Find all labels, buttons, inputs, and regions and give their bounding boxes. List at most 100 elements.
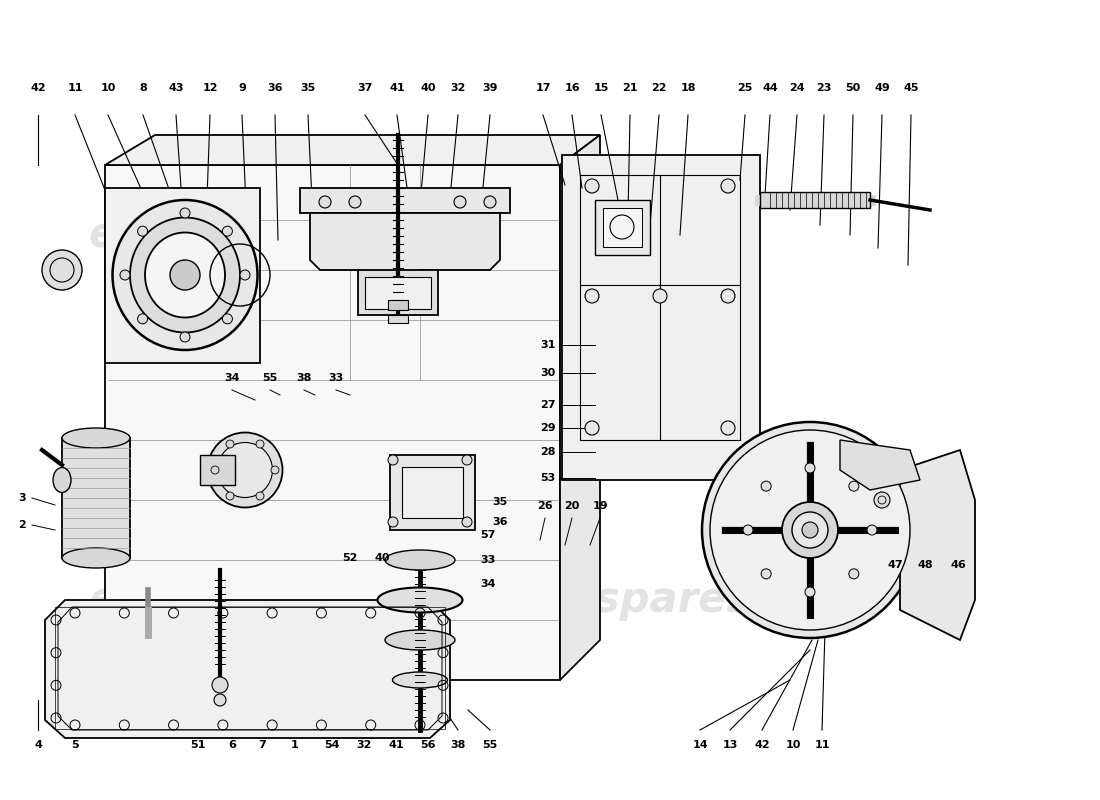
Text: 13: 13 — [723, 740, 738, 750]
Bar — [200, 455, 235, 485]
Text: 36: 36 — [493, 517, 508, 527]
Ellipse shape — [377, 587, 462, 613]
Text: 36: 36 — [267, 83, 283, 93]
Circle shape — [42, 250, 82, 290]
Circle shape — [226, 492, 234, 500]
Text: 42: 42 — [755, 740, 770, 750]
Circle shape — [222, 226, 232, 236]
Circle shape — [849, 481, 859, 491]
Circle shape — [720, 289, 735, 303]
Circle shape — [388, 517, 398, 527]
Text: 7: 7 — [258, 740, 266, 750]
Text: 35: 35 — [493, 497, 507, 507]
Text: 30: 30 — [540, 368, 556, 378]
Text: 46: 46 — [950, 560, 966, 570]
Circle shape — [212, 677, 228, 693]
Text: 51: 51 — [190, 740, 206, 750]
Bar — [365, 277, 431, 309]
Text: 28: 28 — [540, 447, 556, 457]
Circle shape — [710, 430, 910, 630]
Text: 37: 37 — [358, 83, 373, 93]
Text: 34: 34 — [481, 579, 496, 589]
Circle shape — [792, 512, 828, 548]
Ellipse shape — [393, 672, 448, 688]
Text: 38: 38 — [296, 373, 311, 383]
Circle shape — [805, 463, 815, 473]
Text: 33: 33 — [481, 555, 496, 565]
Text: 43: 43 — [168, 83, 184, 93]
Circle shape — [805, 587, 815, 597]
Text: 3: 3 — [19, 493, 25, 503]
Text: 15: 15 — [593, 83, 608, 93]
Ellipse shape — [385, 550, 455, 570]
Circle shape — [462, 517, 472, 527]
Circle shape — [720, 421, 735, 435]
Polygon shape — [840, 440, 920, 490]
Text: 35: 35 — [300, 83, 316, 93]
Text: 6: 6 — [228, 740, 235, 750]
Text: 32: 32 — [450, 83, 465, 93]
Text: 12: 12 — [202, 83, 218, 93]
Text: 10: 10 — [100, 83, 116, 93]
Polygon shape — [900, 450, 975, 640]
Text: 16: 16 — [564, 83, 580, 93]
Text: 41: 41 — [388, 740, 404, 750]
Polygon shape — [310, 213, 500, 300]
Bar — [388, 300, 408, 310]
Bar — [62, 438, 130, 558]
Text: 42: 42 — [30, 83, 46, 93]
Polygon shape — [104, 165, 560, 680]
Circle shape — [761, 481, 771, 491]
Text: 34: 34 — [224, 373, 240, 383]
Ellipse shape — [53, 467, 72, 493]
Text: eurospares: eurospares — [88, 579, 352, 621]
Text: 19: 19 — [592, 501, 608, 511]
Circle shape — [585, 179, 600, 193]
Polygon shape — [104, 135, 600, 165]
Text: eurospares: eurospares — [88, 214, 352, 256]
Polygon shape — [562, 155, 760, 480]
Text: 40: 40 — [374, 553, 389, 563]
Circle shape — [138, 314, 147, 324]
Text: 9: 9 — [238, 83, 246, 93]
Text: 14: 14 — [692, 740, 707, 750]
Circle shape — [271, 466, 279, 474]
Text: 4: 4 — [34, 740, 42, 750]
Circle shape — [226, 440, 234, 448]
Text: 31: 31 — [540, 340, 556, 350]
Circle shape — [742, 525, 754, 535]
Bar — [760, 192, 870, 208]
Circle shape — [388, 455, 398, 465]
Circle shape — [782, 502, 838, 558]
Circle shape — [256, 440, 264, 448]
Polygon shape — [45, 600, 450, 738]
Text: 44: 44 — [762, 83, 778, 93]
Ellipse shape — [62, 548, 130, 568]
Text: 20: 20 — [564, 501, 580, 511]
Text: 1: 1 — [292, 740, 299, 750]
Circle shape — [585, 421, 600, 435]
Circle shape — [761, 569, 771, 579]
Bar — [358, 270, 438, 315]
Text: 25: 25 — [737, 83, 752, 93]
Ellipse shape — [218, 442, 273, 498]
Text: 11: 11 — [814, 740, 829, 750]
Circle shape — [120, 270, 130, 280]
Circle shape — [349, 196, 361, 208]
Text: 17: 17 — [536, 83, 551, 93]
Circle shape — [211, 466, 219, 474]
Circle shape — [653, 289, 667, 303]
Circle shape — [180, 332, 190, 342]
Circle shape — [867, 525, 877, 535]
Bar — [300, 188, 510, 213]
Ellipse shape — [385, 630, 455, 650]
Circle shape — [256, 492, 264, 500]
Text: 55: 55 — [483, 740, 497, 750]
Ellipse shape — [170, 260, 200, 290]
Text: 55: 55 — [263, 373, 277, 383]
Circle shape — [874, 492, 890, 508]
Circle shape — [585, 289, 600, 303]
Bar — [104, 188, 260, 363]
Text: eurospares: eurospares — [488, 214, 751, 256]
Text: 38: 38 — [450, 740, 465, 750]
